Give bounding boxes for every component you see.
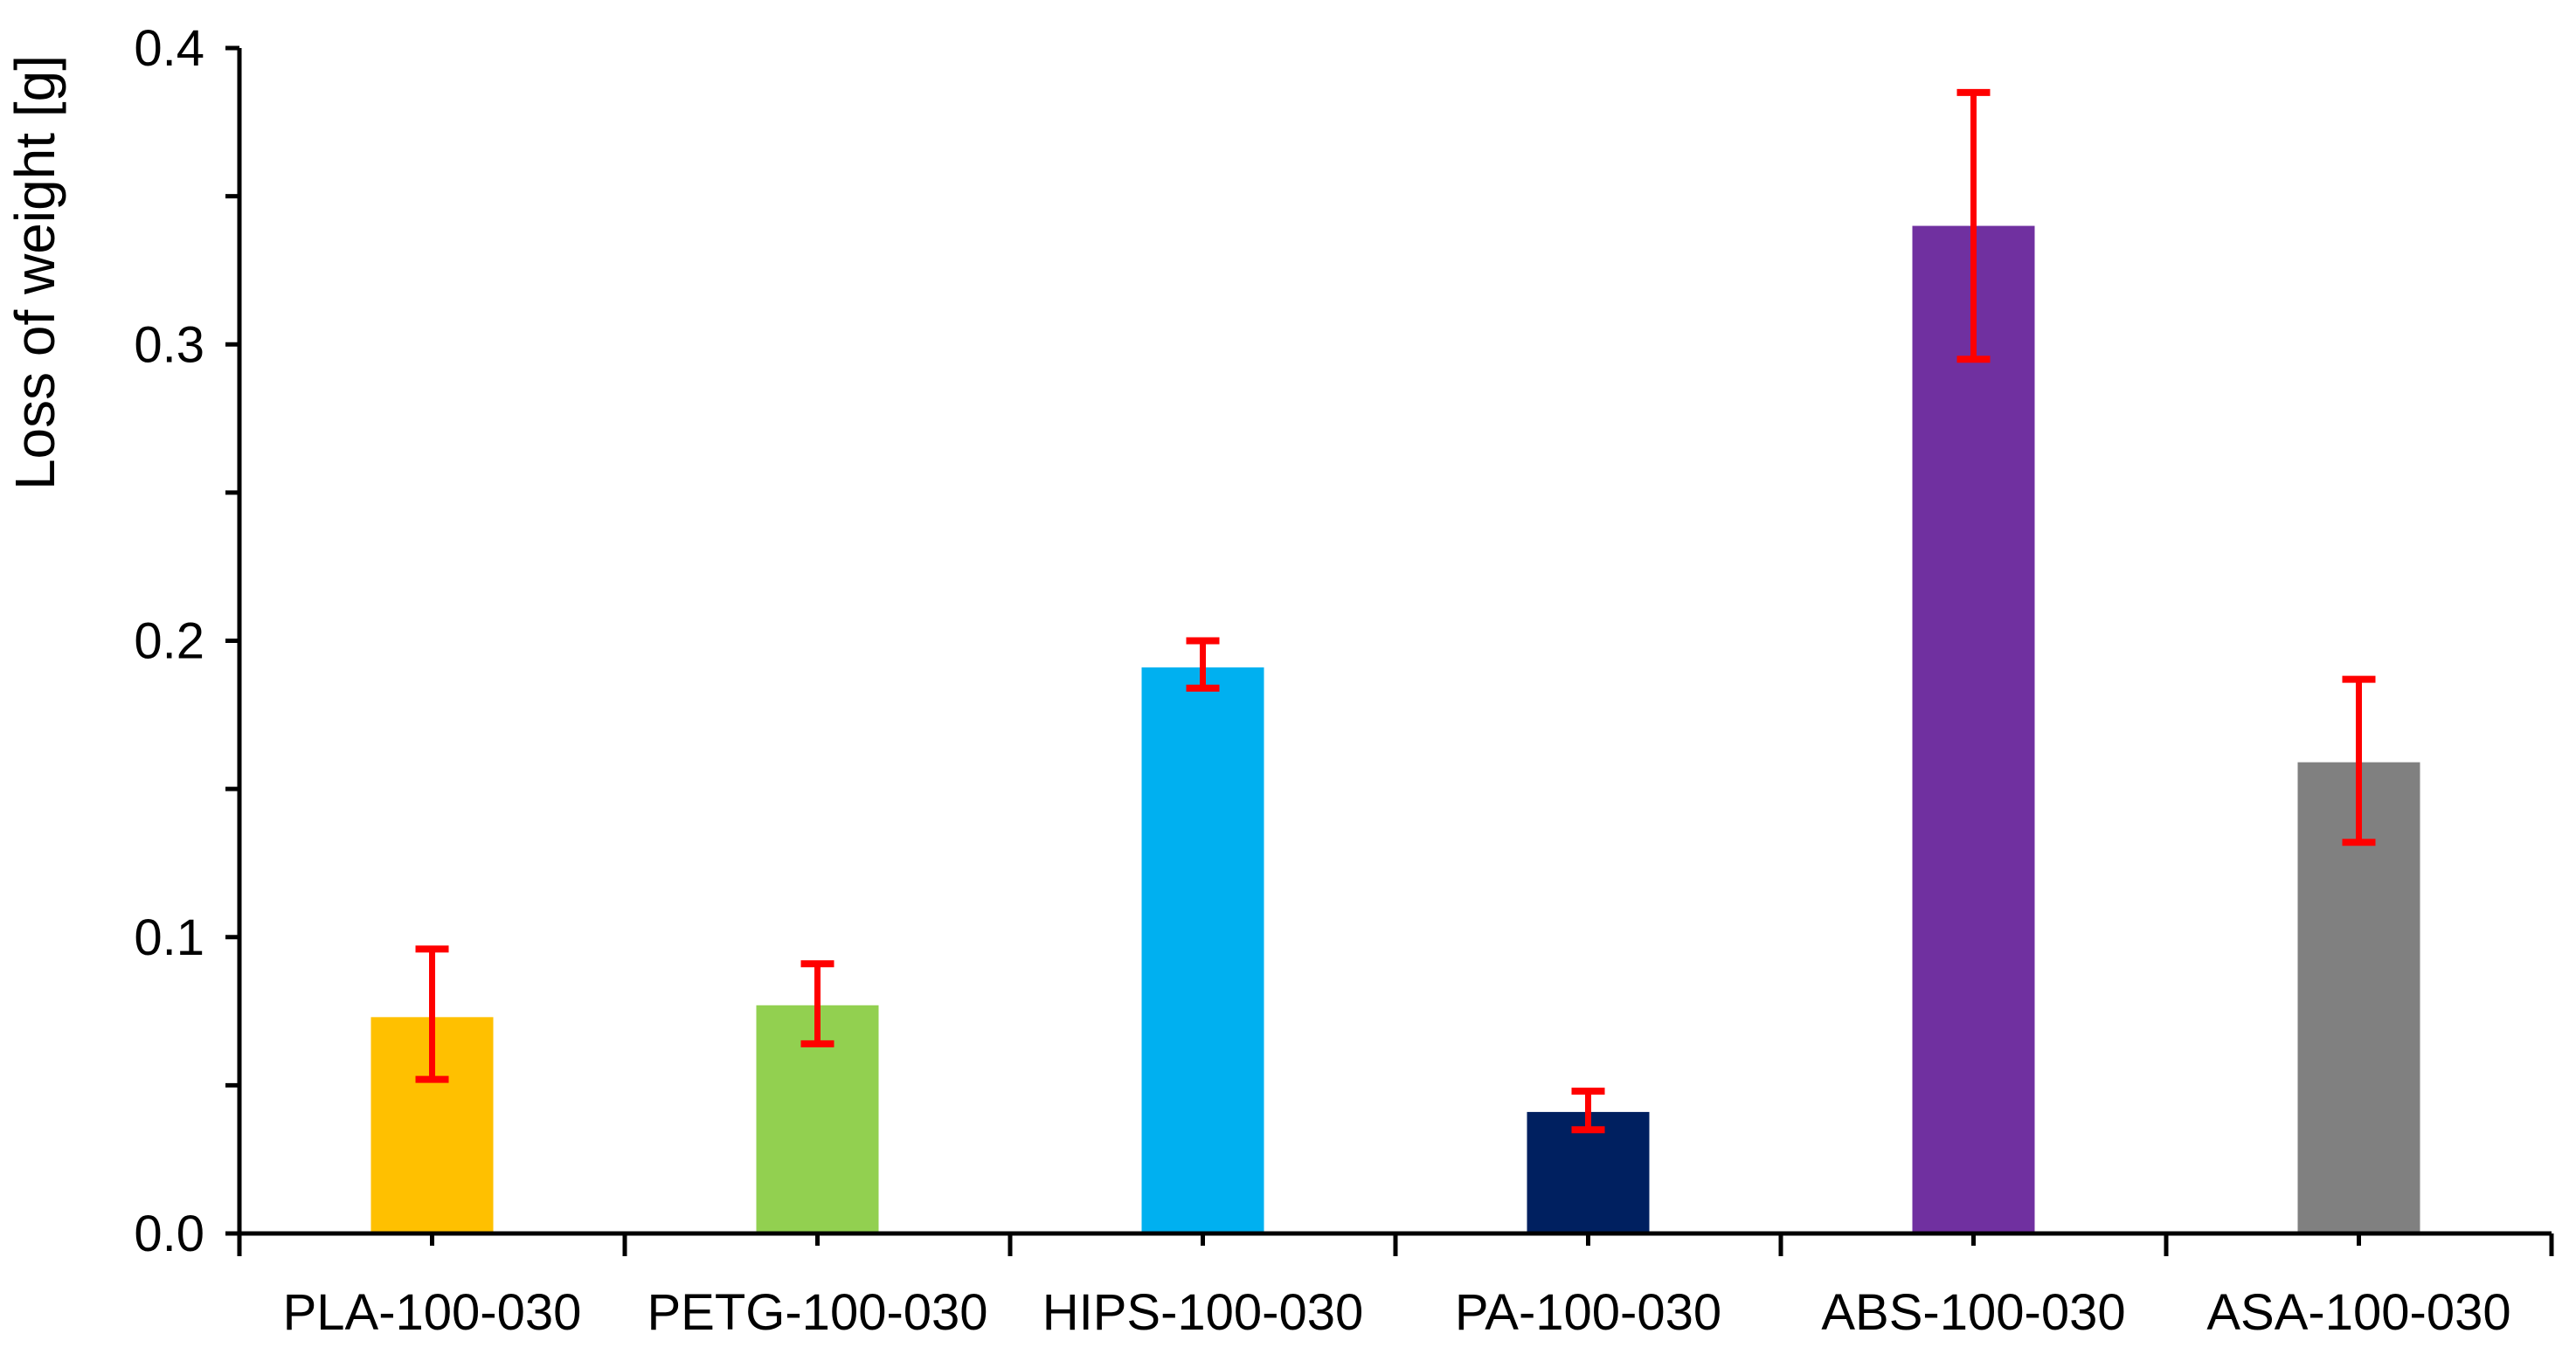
y-tick-label: 0.2 (134, 613, 204, 670)
y-tick-label: 0.4 (134, 20, 204, 77)
y-tick-label: 0.3 (134, 316, 204, 373)
bar-hips-100-030 (1141, 667, 1264, 1233)
y-axis-title: Loss of weight [g] (3, 55, 66, 490)
x-tick-label: PETG-100-030 (647, 1284, 987, 1341)
y-tick-label: 0.1 (134, 909, 204, 966)
bar-abs-100-030 (1912, 225, 2035, 1233)
error-bars-layer (415, 88, 2376, 1134)
x-tick-label: HIPS-100-030 (1042, 1284, 1364, 1341)
y-tick-label: 0.0 (134, 1206, 204, 1262)
x-tick-label: PA-100-030 (1455, 1284, 1721, 1341)
x-tick-label: ASA-100-030 (2206, 1284, 2510, 1341)
x-tick-label: ABS-100-030 (1821, 1284, 2125, 1341)
bars-layer (370, 225, 2420, 1233)
axes-layer (225, 48, 2554, 1256)
y-axis-title-group: Loss of weight [g] (3, 55, 66, 490)
x-tick-labels-layer: PLA-100-030 PETG-100-030 HIPS-100-030 PA-10… (283, 1284, 2511, 1341)
x-tick-label: PLA-100-030 (283, 1284, 582, 1341)
y-ticks-layer: 0.0 0.1 0.2 0.3 0.4 (134, 20, 239, 1262)
